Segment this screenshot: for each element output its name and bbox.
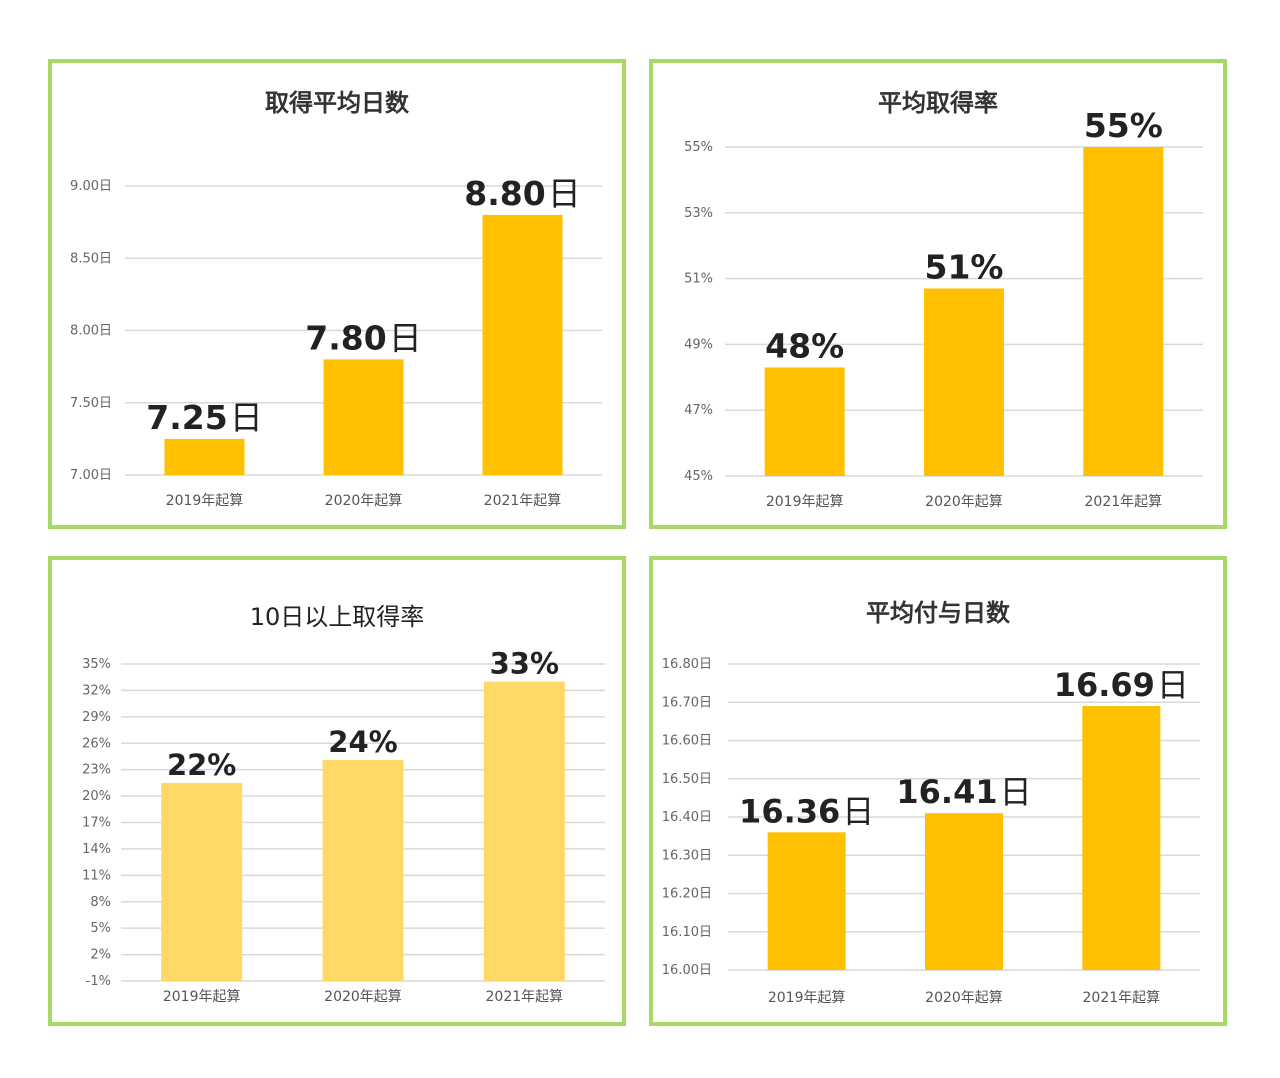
chart-panel-avg-days-taken: 取得平均日数 7.00日 7.50日 8.00日 8.50日 9.00日 2019年起算 7… <box>48 59 626 529</box>
bar <box>164 438 245 475</box>
y-tick-label: 26% <box>82 736 111 751</box>
chart-title: 10日以上取得率 <box>249 603 425 631</box>
y-tick-label: 14% <box>82 842 111 857</box>
x-category-label: 2020年起算 <box>925 494 1003 510</box>
data-label: 7.25日 <box>146 398 262 437</box>
bar-chart: 7.00日 7.50日 8.00日 8.50日 9.00日 2019年起算 7.25日 202… <box>70 174 602 509</box>
y-tick-label: 11% <box>82 868 111 883</box>
x-category-label: 2019年起算 <box>768 990 846 1006</box>
y-tick-label: 8.50日 <box>70 251 112 266</box>
x-category-label: 2020年起算 <box>325 493 403 509</box>
chart-panel-avg-granted-days: 平均付与日数 16.00日 16.10日 16.20日 16.30日 16.40日 16.… <box>649 556 1227 1026</box>
chart-panel-10days-rate: 10日以上取得率 -1% 2% 5% 8% 11% 14% 17% 20% 23% 26% 29% 3… <box>48 556 626 1026</box>
chart-title: 平均付与日数 <box>866 599 1010 627</box>
data-label: 16.41日 <box>896 773 1031 811</box>
y-tick-label: 51% <box>684 272 713 287</box>
chart-title: 平均取得率 <box>878 89 998 117</box>
bar <box>1082 706 1161 970</box>
y-tick-label: 23% <box>82 763 111 778</box>
bar <box>322 759 404 981</box>
y-tick-label: 32% <box>82 683 111 698</box>
x-category-label: 2020年起算 <box>925 990 1003 1006</box>
data-label: 33% <box>490 647 559 681</box>
bar <box>1083 147 1164 476</box>
chart-title: 取得平均日数 <box>265 89 409 117</box>
x-category-label: 2021年起算 <box>486 989 564 1005</box>
x-category-label: 2021年起算 <box>1083 990 1161 1006</box>
bar <box>323 359 404 475</box>
x-category-label: 2019年起算 <box>766 494 844 510</box>
y-tick-label: 35% <box>82 657 111 672</box>
y-tick-label: 8.00日 <box>70 324 112 339</box>
y-tick-label: 20% <box>82 789 111 804</box>
chart-panel-avg-take-rate: 平均取得率 45% 47% 49% 51% 53% 55% 2019年起算 48% 2020年起… <box>649 59 1227 529</box>
y-tick-label: 16.30日 <box>662 848 712 863</box>
bar <box>483 681 565 981</box>
data-label: 22% <box>167 748 236 782</box>
data-label: 51% <box>925 247 1004 286</box>
bar <box>924 288 1004 476</box>
data-label: 55% <box>1084 106 1163 145</box>
y-tick-label: 49% <box>684 337 713 352</box>
x-category-label: 2020年起算 <box>324 989 402 1005</box>
data-label: 24% <box>328 725 397 759</box>
x-category-label: 2019年起算 <box>166 493 244 509</box>
y-tick-label: 9.00日 <box>70 179 112 194</box>
bar <box>482 214 563 475</box>
y-tick-label: 16.10日 <box>662 925 712 940</box>
y-tick-label: 55% <box>684 140 713 155</box>
y-tick-label: 16.50日 <box>662 772 712 787</box>
x-category-label: 2021年起算 <box>484 493 562 509</box>
y-tick-label: 2% <box>90 948 111 963</box>
y-tick-label: 16.80日 <box>662 657 712 672</box>
y-tick-label: 7.50日 <box>70 396 112 411</box>
bar <box>925 813 1003 970</box>
y-tick-label: -1% <box>86 974 111 989</box>
y-tick-label: 47% <box>684 403 713 418</box>
y-tick-label: 53% <box>684 206 713 221</box>
x-category-label: 2021年起算 <box>1085 494 1163 510</box>
y-tick-label: 29% <box>82 710 111 725</box>
y-tick-label: 16.60日 <box>662 734 712 749</box>
x-category-label: 2019年起算 <box>163 989 241 1005</box>
y-tick-label: 7.00日 <box>70 468 112 483</box>
y-tick-label: 16.00日 <box>662 963 712 978</box>
y-tick-label: 5% <box>90 921 111 936</box>
y-tick-label: 16.20日 <box>662 887 712 902</box>
data-label: 8.80日 <box>464 174 580 213</box>
bar-chart: 45% 47% 49% 51% 53% 55% 2019年起算 48% 2020年起算 51% 20… <box>684 106 1203 510</box>
y-tick-label: 16.70日 <box>662 695 712 710</box>
bar <box>767 832 846 970</box>
y-tick-label: 17% <box>82 816 111 831</box>
y-tick-label: 16.40日 <box>662 810 712 825</box>
data-label: 7.80日 <box>305 318 421 357</box>
bar-chart: -1% 2% 5% 8% 11% 14% 17% 20% 23% 26% 29% 32% 35% 2019… <box>82 647 605 1005</box>
y-tick-label: 45% <box>684 469 713 484</box>
bar <box>764 367 845 476</box>
data-label: 16.69日 <box>1054 666 1189 704</box>
y-tick-label: 8% <box>90 895 111 910</box>
data-label: 16.36日 <box>739 792 874 830</box>
data-label: 48% <box>765 326 844 365</box>
bar-chart: 16.00日 16.10日 16.20日 16.30日 16.40日 16.50日 16.6… <box>662 657 1200 1006</box>
bar <box>161 782 243 981</box>
